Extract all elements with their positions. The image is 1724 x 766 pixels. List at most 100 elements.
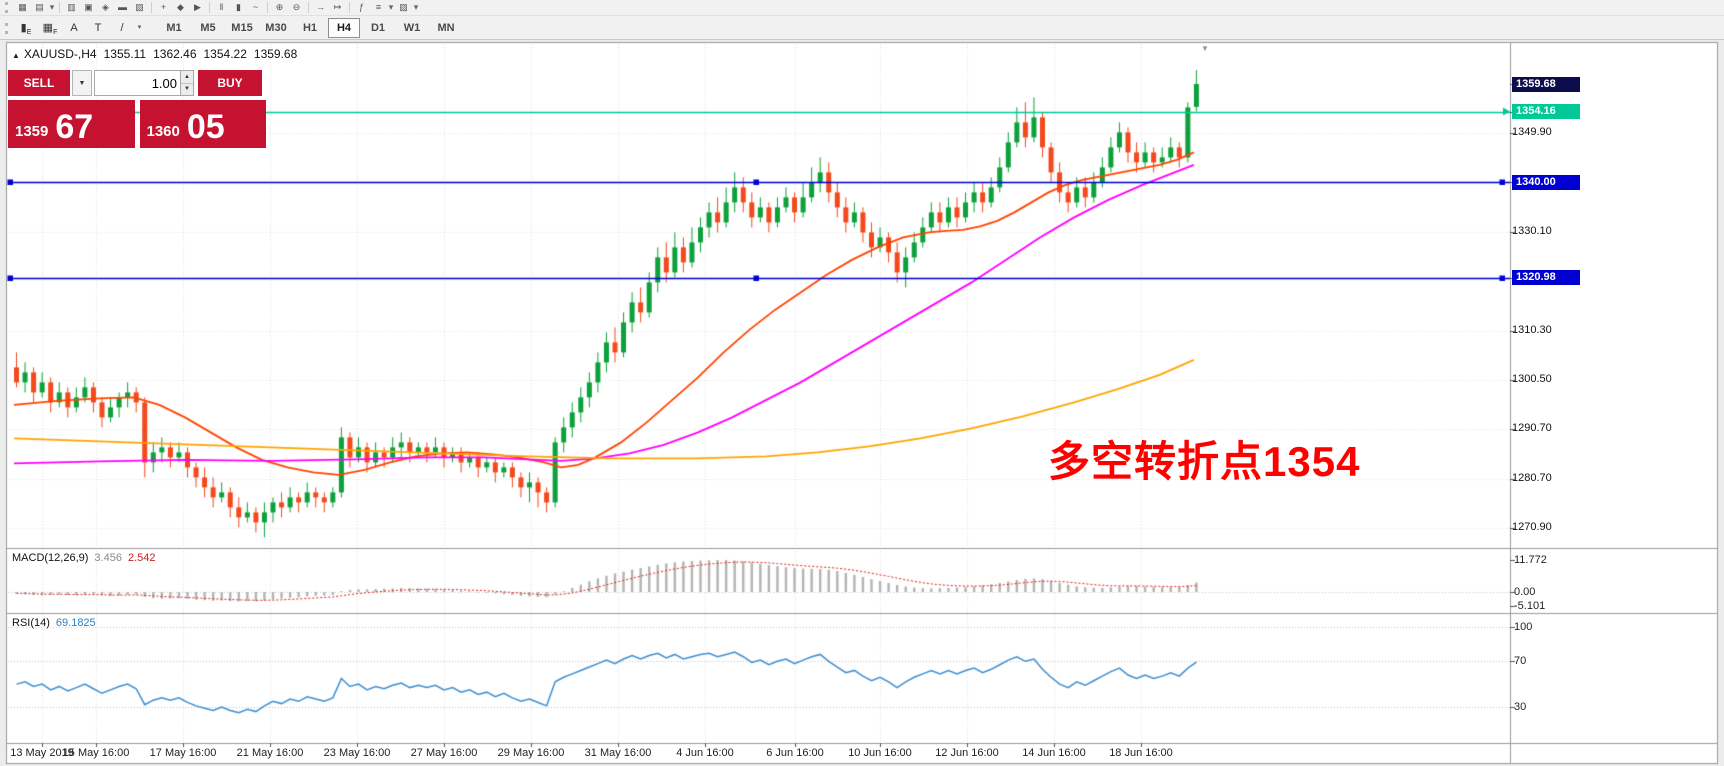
time-scale-label: 29 May 16:00 [497, 747, 565, 759]
volume-box: ▲ ▼ [94, 70, 194, 96]
zoom-out-icon[interactable]: ⊖ [292, 2, 301, 12]
templates-caret-icon[interactable]: ▾ [413, 2, 419, 12]
rsi-scale-label: 30 [1514, 701, 1527, 713]
draw-tools-caret-icon[interactable]: ▾ [137, 23, 142, 31]
buy-price-big: 05 [186, 108, 225, 146]
buy-price-small: 1360 [146, 123, 180, 140]
timeframe-button-mn[interactable]: MN [437, 22, 455, 34]
standard-toolbar-row: ▦ ▤ ▾ ▥ ▣ ◈ ▬ ▧ + ◆ ▶ ‖ ▮ ~ ⊕ ⊖ → ↦ ƒ ≡ ▾ ▨ ▾ [0, 0, 1724, 16]
time-scale-label: 31 May 16:00 [584, 747, 652, 759]
expert-candles-icon[interactable]: ▮E [20, 21, 32, 36]
close-value: 1359.68 [253, 47, 298, 61]
toolbar-grip[interactable] [5, 22, 8, 34]
timeframe-button-m5[interactable]: M5 [200, 22, 216, 34]
main-toolbar: ▦ ▤ ▾ ▥ ▣ ◈ ▬ ▧ + ◆ ▶ ‖ ▮ ~ ⊕ ⊖ → ↦ ƒ ≡ ▾ ▨ ▾ ▮E ▦F A T / ▾ M1 M5 M15… [0, 0, 1724, 40]
volume-up-icon[interactable]: ▲ [181, 71, 193, 84]
rsi-indicator-label: RSI(14) 69.1825 [12, 617, 96, 629]
templates-icon[interactable]: ▨ [399, 2, 408, 12]
profiles-caret-icon[interactable]: ▾ [49, 2, 55, 12]
terminal-icon[interactable]: ▬ [118, 2, 127, 12]
toolbar-separator [209, 2, 210, 13]
profiles-icon[interactable]: ▤ [35, 2, 44, 12]
metaeditor-icon[interactable]: ◆ [177, 2, 184, 12]
macd-value: 3.456 [94, 552, 122, 564]
collapse-icon[interactable]: ▲ [12, 51, 20, 60]
grid-settings-icon-sub: F [53, 28, 58, 36]
chart-ohlc-header: ▲ XAUUSD-,H4 1355.11 1362.46 1354.22 1359.68 [12, 47, 304, 61]
chart-shift-icon[interactable]: ↦ [333, 2, 342, 12]
price-scale-label: 1310.30 [1512, 324, 1552, 337]
sell-price-display[interactable]: 1359 67 [8, 100, 135, 148]
time-scale-label: 21 May 16:00 [236, 747, 304, 759]
buy-button[interactable]: BUY [198, 70, 262, 96]
new-chart-icon[interactable]: ▦ [18, 2, 27, 12]
expert-candles-icon-sub: E [26, 28, 32, 36]
toolbar-separator [349, 2, 350, 13]
timeframe-button-d1[interactable]: D1 [370, 22, 386, 34]
bar-chart-icon[interactable]: ‖ [219, 2, 224, 12]
rsi-value: 69.1825 [55, 617, 96, 629]
candlestick-chart-icon[interactable]: ▮ [236, 2, 241, 12]
line-draw-tool-icon[interactable]: / [120, 21, 124, 34]
text-label-tool-icon[interactable]: A [70, 21, 78, 34]
timeframe-button-m1[interactable]: M1 [166, 22, 182, 34]
zoom-in-icon[interactable]: ⊕ [275, 2, 284, 12]
price-scale-label: 1359.68 [1512, 76, 1580, 92]
price-scale-label: 1320.98 [1512, 270, 1580, 285]
trade-options-caret-icon[interactable]: ▼ [72, 70, 92, 96]
macd-name: MACD(12,26,9) [12, 552, 89, 564]
buy-price-display[interactable]: 1360 05 [139, 100, 266, 148]
time-scale-label: 10 Jun 16:00 [848, 747, 912, 759]
market-watch-icon[interactable]: ▥ [67, 2, 76, 12]
low-value: 1354.22 [203, 47, 247, 61]
chart-annotation-text: 多空转折点1354 [1048, 438, 1361, 485]
volume-input[interactable] [95, 71, 180, 95]
timeframe-button-h1[interactable]: H1 [302, 22, 318, 34]
periods-caret-icon[interactable]: ▾ [388, 2, 394, 12]
time-scale-label: 6 Jun 16:00 [766, 747, 824, 759]
timeframe-button-h4[interactable]: H4 [328, 18, 360, 38]
open-value: 1355.11 [103, 47, 147, 61]
time-scale-label: 27 May 16:00 [410, 747, 478, 759]
strategy-tester-icon[interactable]: ▧ [135, 2, 144, 12]
timeframe-button-m15[interactable]: M15 [231, 22, 253, 34]
sell-price-big: 67 [55, 108, 94, 146]
time-scale-label: 4 Jun 16:00 [676, 747, 734, 759]
rsi-scale-label: 70 [1514, 655, 1527, 668]
volume-down-icon[interactable]: ▼ [181, 83, 193, 95]
new-order-icon[interactable]: + [160, 2, 167, 12]
time-scale-label: 17 May 16:00 [149, 747, 217, 759]
toolbar-grip[interactable] [5, 2, 8, 13]
periods-icon[interactable]: ≡ [375, 2, 382, 12]
toolbar-separator [308, 2, 309, 13]
symbol-period-label: XAUUSD-,H4 [23, 47, 97, 61]
grid-settings-icon[interactable]: ▦F [42, 21, 58, 36]
data-window-icon[interactable]: ▣ [84, 2, 93, 12]
autotrading-icon[interactable]: ▶ [194, 2, 201, 12]
timeframe-group: M1 M5 M15 M30 H1 H4 D1 W1 MN [157, 18, 463, 38]
text-box-tool-icon[interactable]: T [94, 21, 102, 34]
timeframe-button-m30[interactable]: M30 [265, 22, 287, 34]
rsi-scale-label: 100 [1514, 621, 1533, 633]
volume-spinner: ▲ ▼ [180, 71, 193, 95]
price-scale-label: 1349.90 [1512, 126, 1552, 139]
indicators-icon[interactable]: ƒ [358, 2, 364, 12]
price-scale-label: 1340.00 [1512, 174, 1580, 190]
sell-price-small: 1359 [15, 123, 49, 140]
one-click-trading-panel: SELL ▼ ▲ ▼ BUY 1359 67 1360 05 [8, 70, 266, 148]
navigator-icon[interactable]: ◈ [102, 2, 109, 12]
line-chart-icon[interactable]: ~ [252, 2, 259, 12]
chart-shift-marker-icon[interactable]: ▼ [1201, 44, 1209, 53]
macd-scale-label: 11.772 [1514, 553, 1547, 566]
high-value: 1362.46 [153, 47, 197, 61]
sell-button[interactable]: SELL [8, 70, 70, 96]
macd-scale-label: 0.00 [1514, 586, 1536, 598]
toolbar-separator [59, 2, 60, 13]
time-scale-label: 15 May 16:00 [62, 747, 130, 759]
time-scale-label: 18 Jun 16:00 [1109, 747, 1173, 759]
time-scale-label: 14 Jun 16:00 [1022, 747, 1086, 759]
auto-scroll-icon[interactable]: → [316, 2, 325, 12]
timeframe-button-w1[interactable]: W1 [403, 22, 421, 34]
price-scale-label: 1300.50 [1512, 373, 1552, 386]
